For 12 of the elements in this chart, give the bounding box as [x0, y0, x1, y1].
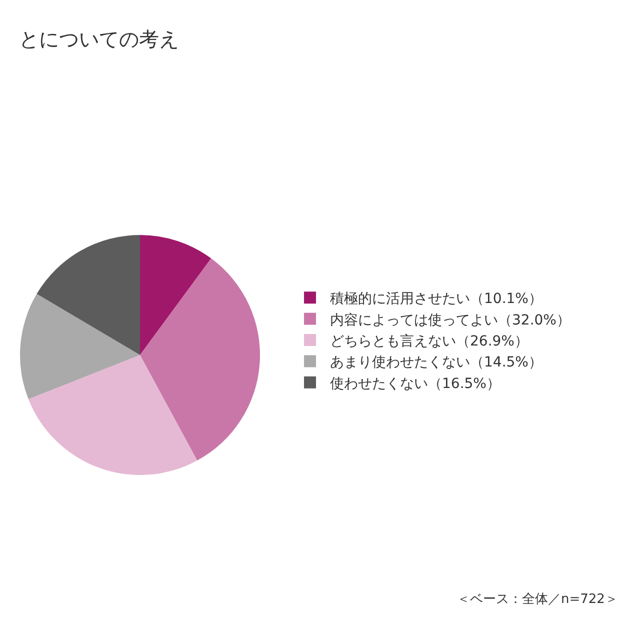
- pie-slice: [20, 294, 140, 400]
- legend-label: 積極的に活用させたい（10.1%）: [330, 291, 542, 308]
- text: ＜ベース：全体／n=722＞: [457, 592, 618, 607]
- chart-title: とについての考え: [19, 27, 180, 51]
- pie-slice: [140, 258, 260, 461]
- pie-slice: [140, 235, 212, 355]
- legend-label: 使わせたくない（16.5%）: [330, 376, 500, 392]
- legend-label: 内容によっては使ってよい（32.0%）: [330, 312, 570, 328]
- pie-slice: [28, 355, 198, 475]
- legend-label: あまり使わせたくない（14.5%）: [330, 354, 542, 371]
- pie-slice: [36, 235, 140, 355]
- legend-label: どちらとも言えない（26.9%）: [330, 333, 528, 350]
